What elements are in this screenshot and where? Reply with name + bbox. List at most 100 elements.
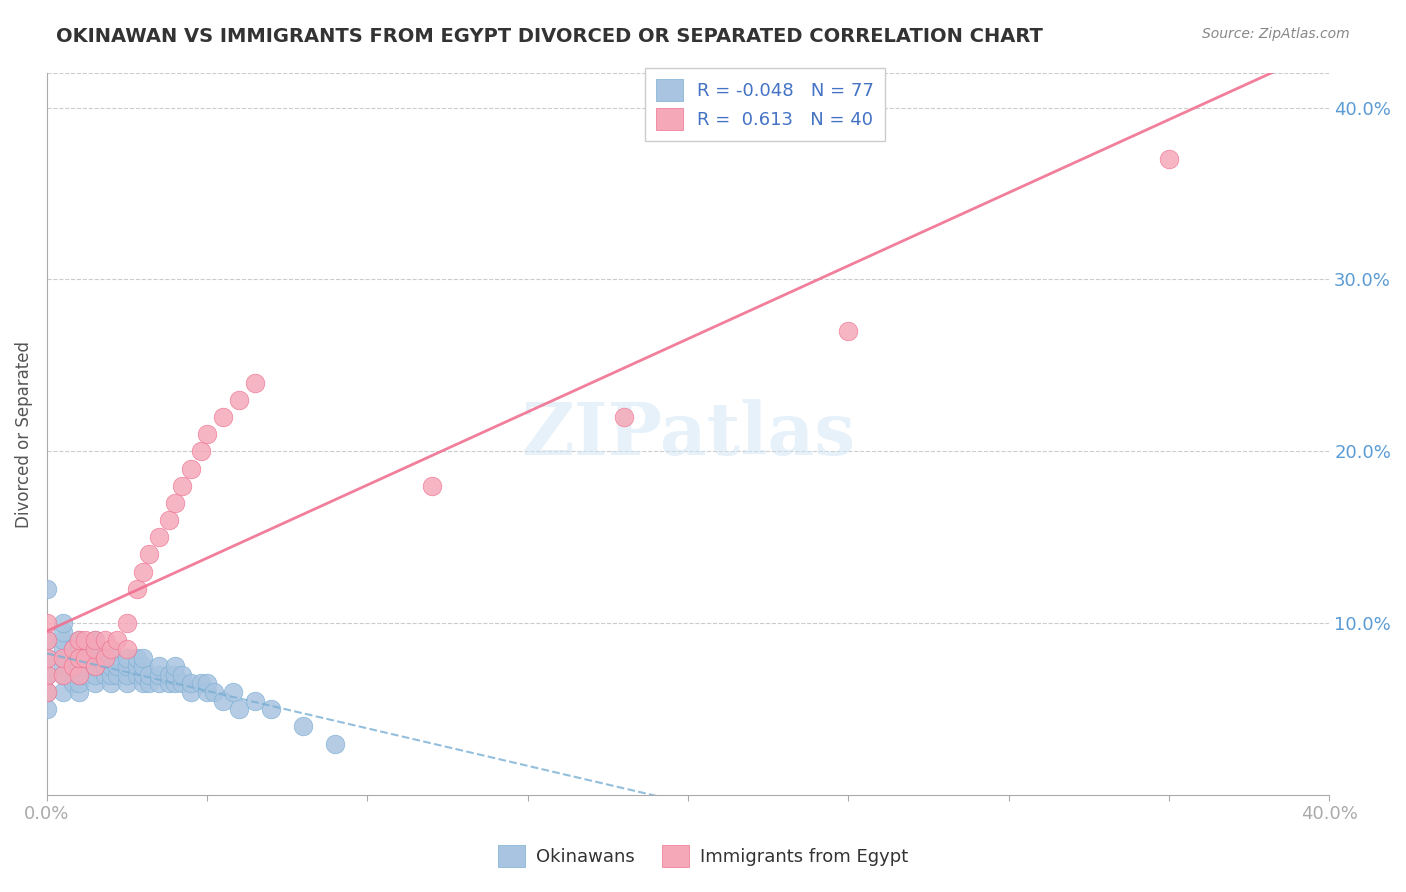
Point [52, 650, 75, 665]
Legend: Okinawans, Immigrants from Egypt: Okinawans, Immigrants from Egypt [491, 838, 915, 874]
Point [115, 616, 138, 631]
Point [125, 667, 148, 681]
Point [132, 650, 155, 665]
Point [62, 659, 84, 673]
Point [107, 633, 129, 648]
Point [165, 659, 187, 673]
Point [52, 685, 75, 699]
Point [67, 633, 90, 648]
Point [84, 676, 107, 690]
Point [84, 642, 107, 657]
Point [195, 685, 218, 699]
Point [52, 659, 75, 673]
Point [93, 650, 115, 665]
Point [125, 650, 148, 665]
Point [84, 633, 107, 648]
Point [212, 409, 235, 424]
Point [35, 633, 58, 648]
Point [180, 461, 202, 475]
Point [35, 616, 58, 631]
Point [52, 667, 75, 681]
Point [100, 650, 122, 665]
Point [75, 667, 97, 681]
Point [84, 659, 107, 673]
Point [62, 642, 84, 657]
Point [115, 642, 138, 657]
Point [212, 693, 235, 707]
Point [67, 659, 90, 673]
Point [148, 530, 170, 544]
Point [115, 667, 138, 681]
Point [245, 693, 267, 707]
Point [35, 582, 58, 596]
Point [67, 650, 90, 665]
Point [132, 659, 155, 673]
Point [52, 667, 75, 681]
Point [132, 667, 155, 681]
Point [35, 667, 58, 681]
Point [420, 479, 443, 493]
Point [132, 565, 155, 579]
Point [100, 667, 122, 681]
Point [148, 667, 170, 681]
Point [157, 513, 180, 527]
Point [84, 659, 107, 673]
Point [100, 659, 122, 673]
Point [67, 667, 90, 681]
Point [67, 667, 90, 681]
Point [67, 633, 90, 648]
Point [115, 650, 138, 665]
Point [35, 633, 58, 648]
Point [75, 659, 97, 673]
Point [75, 633, 97, 648]
Point [180, 685, 202, 699]
Point [107, 667, 129, 681]
Point [157, 676, 180, 690]
Point [35, 667, 58, 681]
Point [115, 676, 138, 690]
Y-axis label: Divorced or Separated: Divorced or Separated [15, 341, 32, 528]
Point [100, 676, 122, 690]
Point [35, 685, 58, 699]
Point [228, 702, 250, 716]
Point [202, 685, 225, 699]
Point [837, 324, 859, 338]
Point [67, 676, 90, 690]
Point [228, 392, 250, 407]
Point [138, 548, 160, 562]
Point [292, 719, 315, 733]
Point [35, 650, 58, 665]
Point [75, 650, 97, 665]
Point [1157, 152, 1180, 166]
Point [52, 650, 75, 665]
Point [222, 685, 245, 699]
Point [125, 582, 148, 596]
Point [35, 650, 58, 665]
Point [75, 650, 97, 665]
Text: OKINAWAN VS IMMIGRANTS FROM EGYPT DIVORCED OR SEPARATED CORRELATION CHART: OKINAWAN VS IMMIGRANTS FROM EGYPT DIVORC… [56, 27, 1043, 45]
Point [62, 642, 84, 657]
Point [107, 659, 129, 673]
Point [93, 650, 115, 665]
Point [165, 667, 187, 681]
Point [67, 642, 90, 657]
Point [180, 676, 202, 690]
Text: Source: ZipAtlas.com: Source: ZipAtlas.com [1202, 27, 1350, 41]
Point [115, 659, 138, 673]
Point [148, 676, 170, 690]
Point [170, 667, 193, 681]
Point [84, 650, 107, 665]
Point [35, 685, 58, 699]
Point [93, 659, 115, 673]
Point [613, 409, 636, 424]
Point [195, 427, 218, 442]
Point [93, 633, 115, 648]
Point [170, 676, 193, 690]
Legend: R = -0.048   N = 77, R =  0.613   N = 40: R = -0.048 N = 77, R = 0.613 N = 40 [645, 68, 884, 141]
Point [132, 676, 155, 690]
Point [67, 650, 90, 665]
Point [100, 642, 122, 657]
Point [67, 685, 90, 699]
Point [165, 676, 187, 690]
Point [62, 676, 84, 690]
